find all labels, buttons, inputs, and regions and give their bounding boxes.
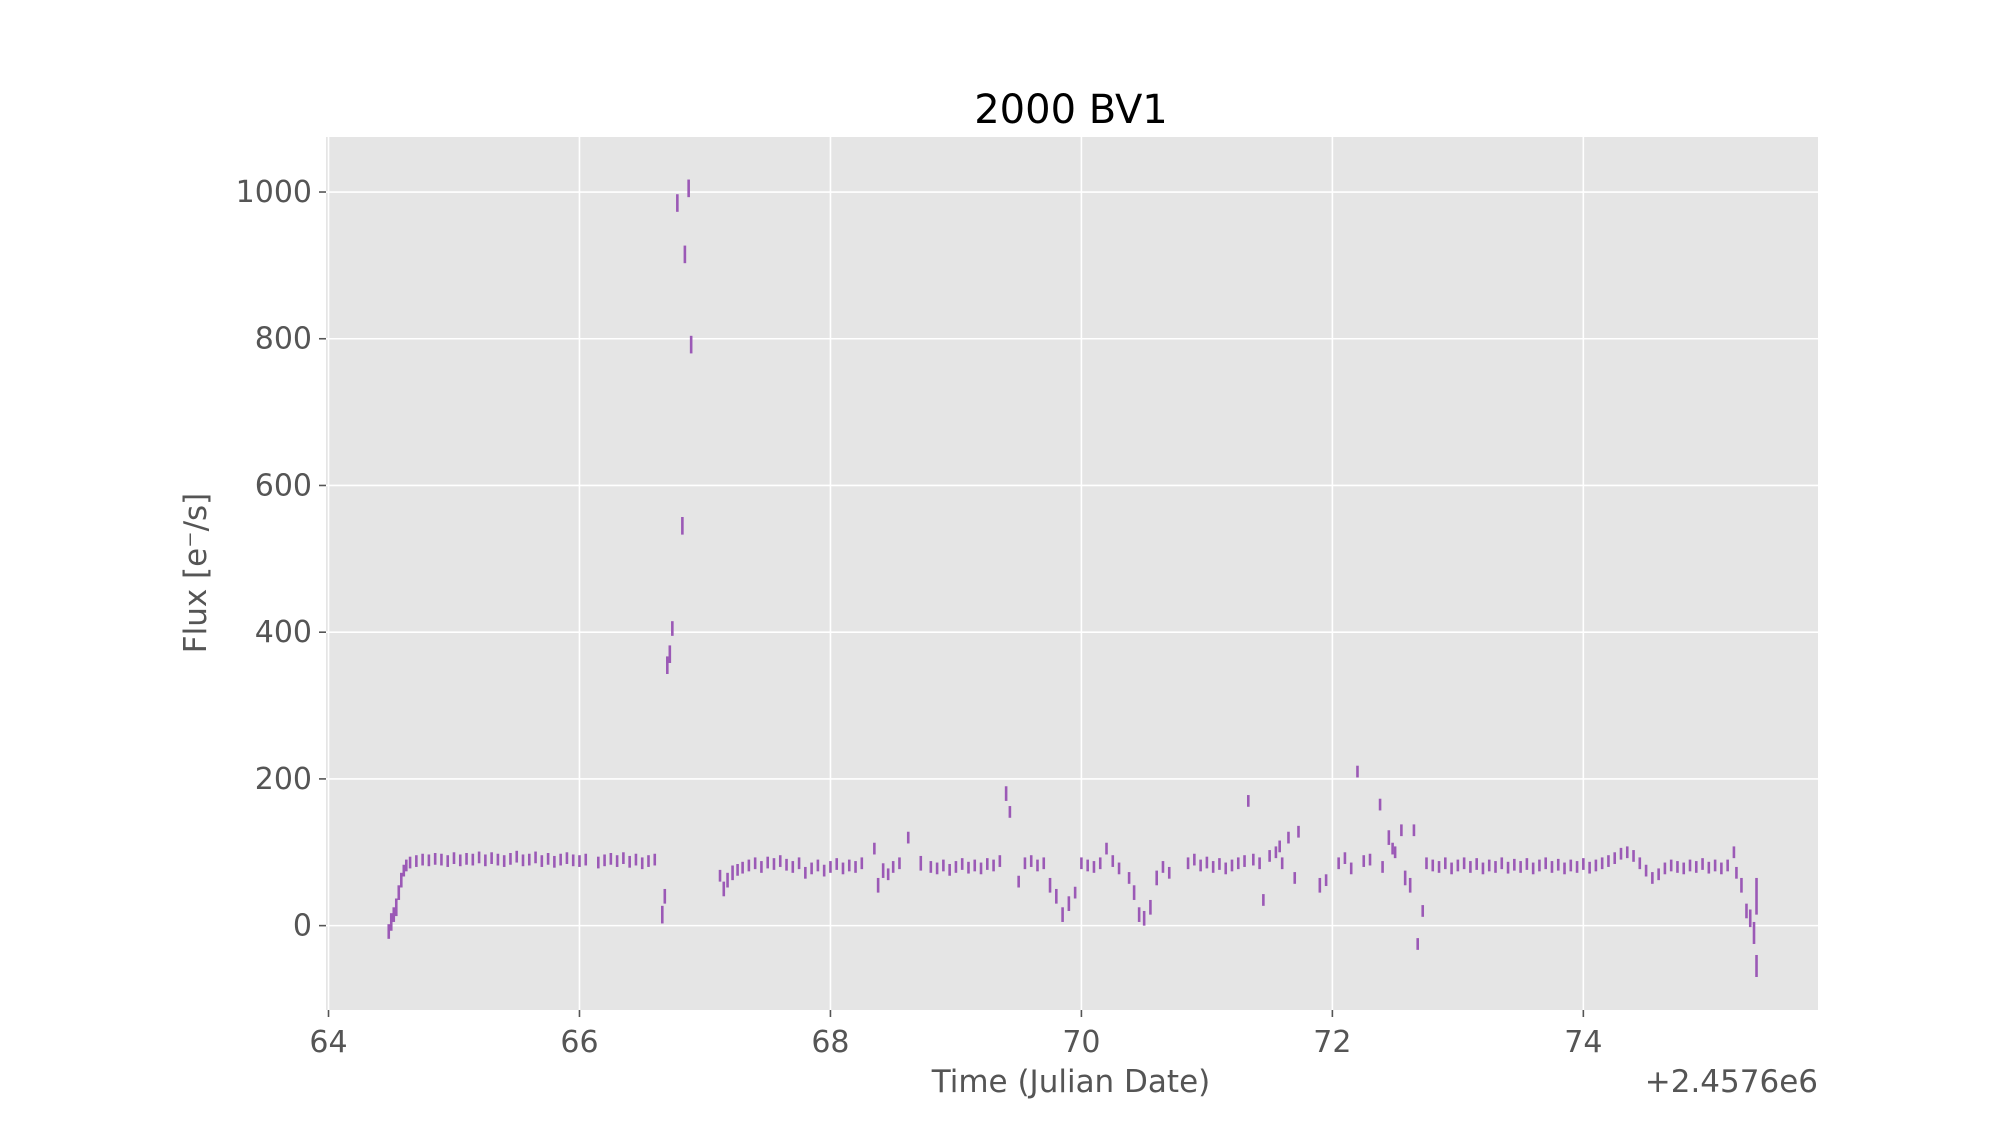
x-tick-label: 72 xyxy=(1313,1025,1351,1060)
y-tick-label: 600 xyxy=(255,468,312,503)
y-tick-label: 0 xyxy=(293,909,312,944)
x-tick-label: 64 xyxy=(309,1025,347,1060)
x-axis-offset: +2.4576e6 xyxy=(1645,1064,1818,1100)
plot-area xyxy=(326,137,1818,1010)
y-tick-label: 400 xyxy=(255,615,312,650)
chart-title: 2000 BV1 xyxy=(974,87,1168,133)
y-tick-label: 800 xyxy=(255,322,312,357)
tick-layer: 64 66 68 70 72 74 0 200 400 600 800 1000 xyxy=(236,175,1603,1060)
x-tick-label: 74 xyxy=(1564,1025,1602,1060)
series-layer xyxy=(387,179,1758,977)
grid xyxy=(326,137,1818,1010)
y-tick-label: 1000 xyxy=(236,175,312,210)
x-tick-label: 68 xyxy=(811,1025,849,1060)
y-tick-label: 200 xyxy=(255,762,312,797)
x-tick-label: 66 xyxy=(560,1025,598,1060)
x-tick-label: 70 xyxy=(1062,1025,1100,1060)
y-axis-label: Flux [e⁻/s] xyxy=(178,493,214,654)
x-axis-label: Time (Julian Date) xyxy=(931,1064,1211,1100)
